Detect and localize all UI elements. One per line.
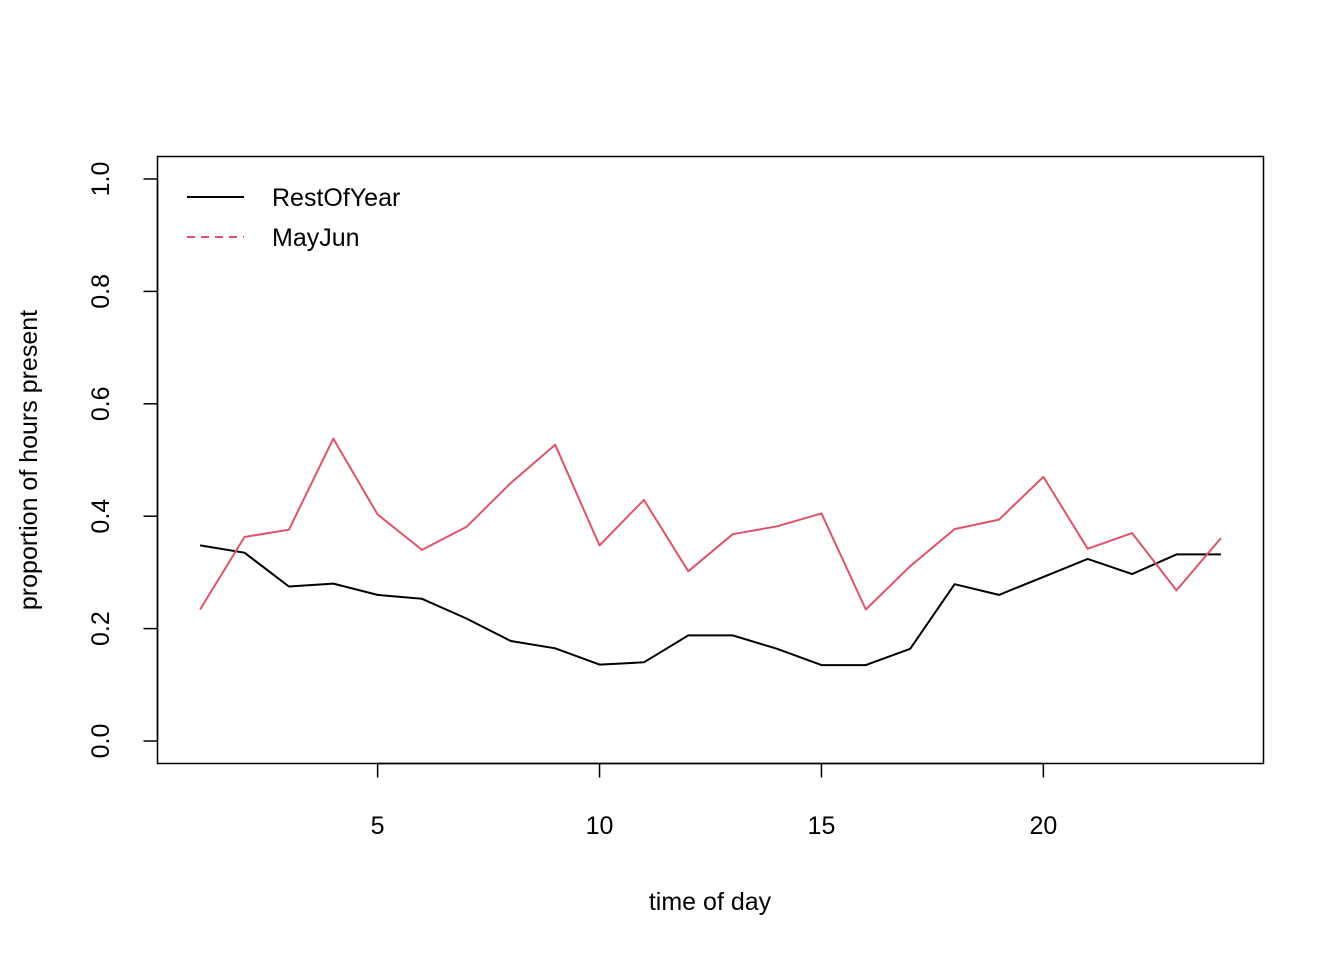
y-tick-label: 1.0 [87,162,115,197]
data-point-restofyear [508,638,513,643]
data-point-restofyear [996,592,1001,597]
data-point-mayjun [464,524,469,529]
series-line-restofyear [199,544,1221,667]
data-point-mayjun [996,517,1001,522]
data-point-restofyear [597,662,602,667]
series-layer [198,436,1223,668]
data-point-mayjun [775,524,780,529]
data-point-mayjun [730,532,735,537]
data-point-restofyear [863,663,868,668]
data-point-restofyear [420,596,425,601]
data-point-restofyear [908,646,913,651]
y-tick-label: 0.6 [87,386,115,421]
data-point-mayjun [1130,531,1135,536]
data-point-restofyear [464,616,469,621]
data-point-restofyear [242,550,247,555]
data-point-mayjun [553,442,558,447]
legend-label-mayjun: MayJun [272,224,360,252]
x-tick-label: 20 [1029,812,1057,840]
x-tick-label: 15 [808,812,836,840]
data-point-restofyear [331,581,336,586]
data-point-restofyear [1130,572,1135,577]
x-tick-label: 5 [371,812,385,840]
x-axis: 5 10 15 20 [371,762,1057,840]
data-point-mayjun [1085,546,1090,551]
data-point-restofyear [1174,552,1179,557]
legend-label-restofyear: RestOfYear [272,184,400,212]
y-tick-label: 0.2 [87,611,115,646]
series-line-mayjun [199,437,1222,611]
data-point-mayjun [1218,536,1223,541]
data-point-mayjun [641,497,646,502]
data-point-restofyear [641,660,646,665]
data-point-mayjun [331,436,336,441]
data-point-restofyear [553,646,558,651]
data-point-mayjun [863,607,868,612]
data-point-mayjun [508,481,513,486]
data-point-restofyear [1218,552,1223,557]
data-point-restofyear [952,582,957,587]
data-point-mayjun [908,564,913,569]
data-point-mayjun [286,527,291,532]
data-point-mayjun [375,512,380,517]
data-point-restofyear [375,592,380,597]
y-axis-title: proportion of hours present [15,310,43,610]
y-tick-label: 0.4 [87,499,115,534]
data-point-restofyear [1041,574,1046,579]
data-point-mayjun [686,569,691,574]
data-point-mayjun [1174,588,1179,593]
data-point-mayjun [819,511,824,516]
y-tick-label: 0.8 [87,274,115,309]
data-point-mayjun [952,527,957,532]
data-point-restofyear [819,663,824,668]
data-point-restofyear [775,646,780,651]
y-tick-label: 0.0 [87,724,115,759]
legend: RestOfYear MayJun [187,184,400,252]
data-point-restofyear [686,633,691,638]
data-point-mayjun [420,547,425,552]
data-point-restofyear [730,633,735,638]
data-point-restofyear [1085,556,1090,561]
data-point-mayjun [242,534,247,539]
x-axis-title: time of day [649,888,772,916]
data-point-mayjun [597,543,602,548]
x-tick-label: 10 [586,812,614,840]
y-axis: 0.0 0.2 0.4 0.6 0.8 1.0 [87,162,159,759]
data-point-mayjun [1041,474,1046,479]
data-point-restofyear [198,543,203,548]
data-point-mayjun [198,607,203,612]
data-point-restofyear [286,584,291,589]
